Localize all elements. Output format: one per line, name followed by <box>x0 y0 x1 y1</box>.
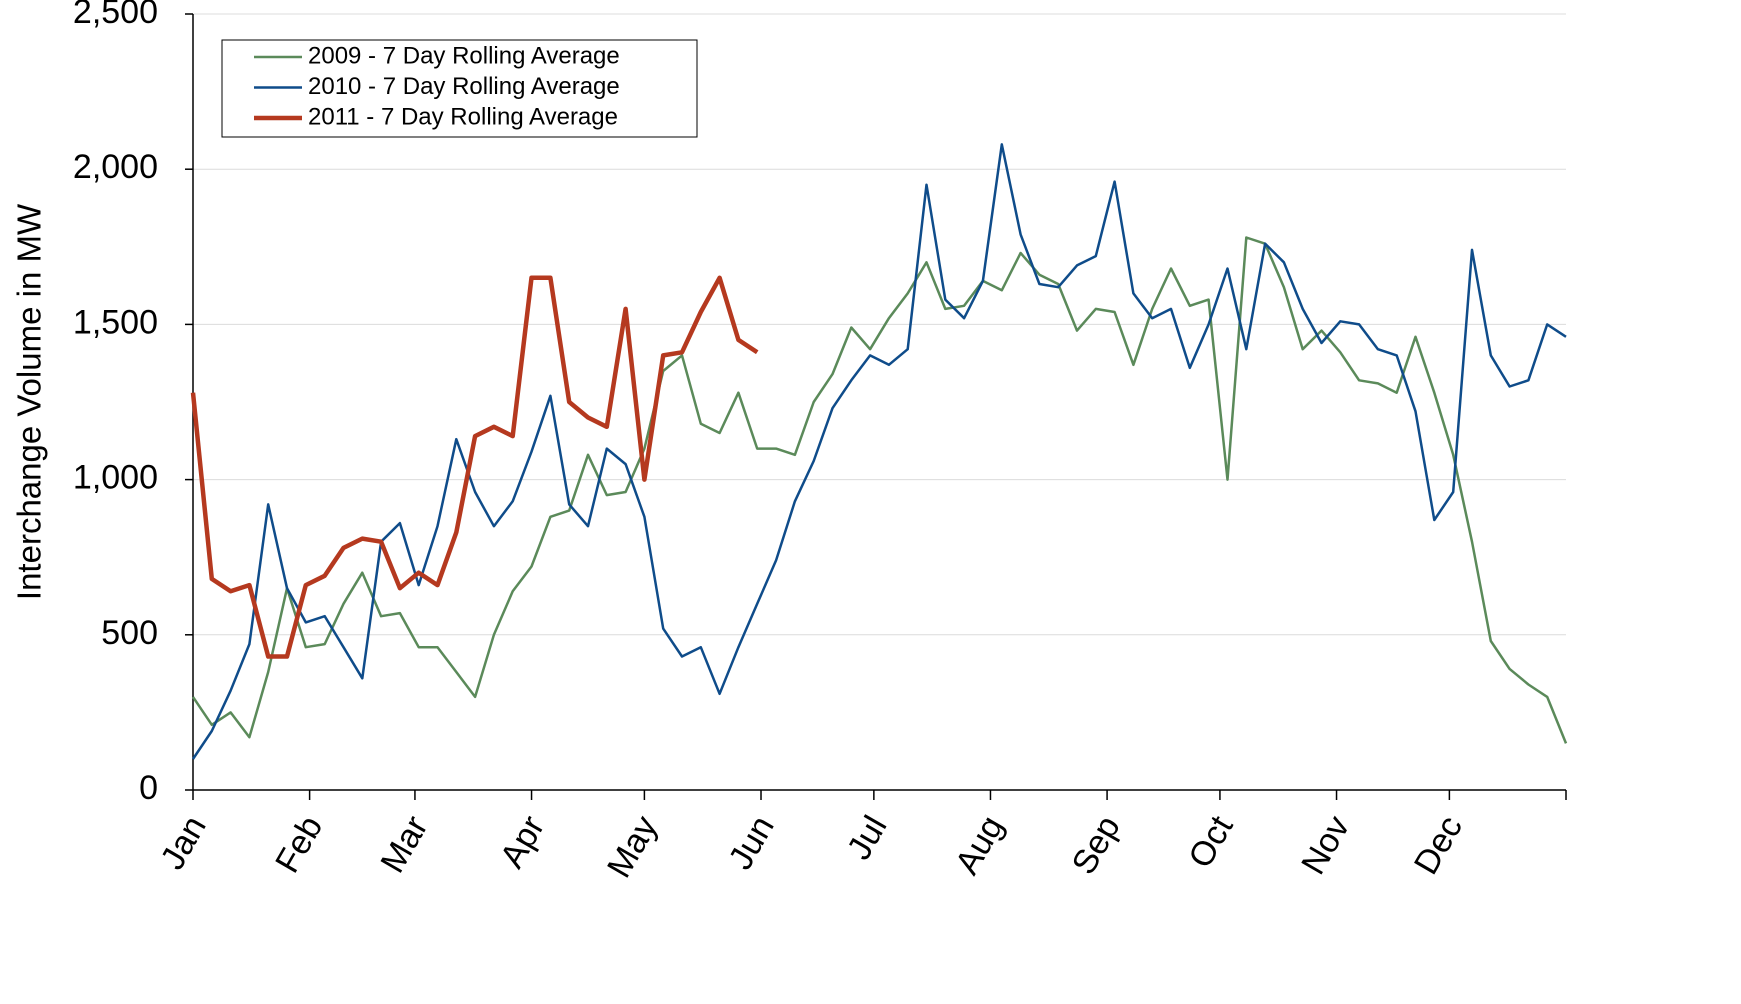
legend-label: 2010 - 7 Day Rolling Average <box>308 73 620 100</box>
x-tick-label: Feb <box>268 809 330 879</box>
y-tick-label: 1,500 <box>73 303 158 341</box>
data-line <box>191 143 1567 760</box>
x-tick-label: Sep <box>1065 809 1128 880</box>
y-tick-label: 2,000 <box>73 148 158 186</box>
x-tick-label: Nov <box>1294 809 1357 880</box>
x-tick-label: Jul <box>840 809 895 866</box>
x-tick-label: Dec <box>1407 809 1470 880</box>
x-tick-label: Apr <box>493 809 552 874</box>
y-tick-label: 500 <box>101 614 158 652</box>
y-tick-label: 0 <box>139 769 158 807</box>
x-tick-label: May <box>600 809 665 884</box>
x-tick-label: Oct <box>1181 809 1241 874</box>
y-tick-label: 1,000 <box>73 459 158 497</box>
legend: 2009 - 7 Day Rolling Average 2010 - 7 Day… <box>221 39 698 138</box>
legend-label: 2011 - 7 Day Rolling Average <box>308 103 618 130</box>
y-tick-label: 2,500 <box>73 0 158 31</box>
legend-label: 2009 - 7 Day Rolling Average <box>308 42 620 69</box>
data-line <box>191 236 1568 744</box>
x-tick-label: Aug <box>948 809 1011 880</box>
x-tick-label: Mar <box>373 809 435 879</box>
y-axis-title: Interchange Volume in MW <box>11 203 48 600</box>
data-line <box>190 275 759 659</box>
x-tick-label: Jan <box>153 809 213 875</box>
x-tick-label: Jun <box>721 809 781 875</box>
